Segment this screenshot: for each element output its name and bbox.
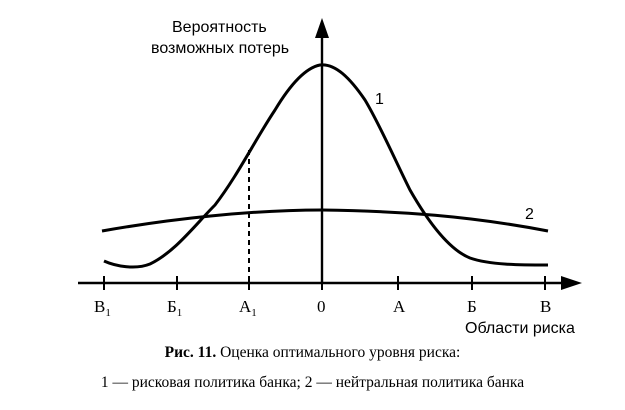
x-tick-label: 0 [317,297,326,316]
x-tick-label: В [540,297,551,316]
y-axis-arrow [315,18,329,38]
x-tick-label: Б [467,297,477,316]
caption-prefix: Рис. 11. [164,344,217,361]
x-tick-label: В1 [94,297,111,319]
x-tick-labels: В1 Б1 А1 0 А Б В [94,297,551,319]
y-axis-label-line1: Вероятность [172,19,267,36]
curve-1-label: 1 [375,91,384,108]
caption-line-1: Рис. 11. Оценка оптимального уровня риск… [0,344,625,362]
x-axis-label: Области риска [465,320,575,337]
caption-title: Оценка оптимального уровня риска: [220,344,461,361]
x-tick-label: А1 [239,297,257,319]
x-tick-label: Б1 [167,297,182,319]
y-axis-label-line2: возможных потерь [151,40,289,57]
curve-2-label: 2 [525,206,534,223]
x-axis-arrow [561,276,582,290]
curve-2-neutral-policy [101,208,549,233]
curve-1-risky-policy [103,63,549,269]
x-tick-label: А [393,297,406,316]
caption-line-2: 1 — рисковая политика банка; 2 — нейтрал… [100,374,525,391]
